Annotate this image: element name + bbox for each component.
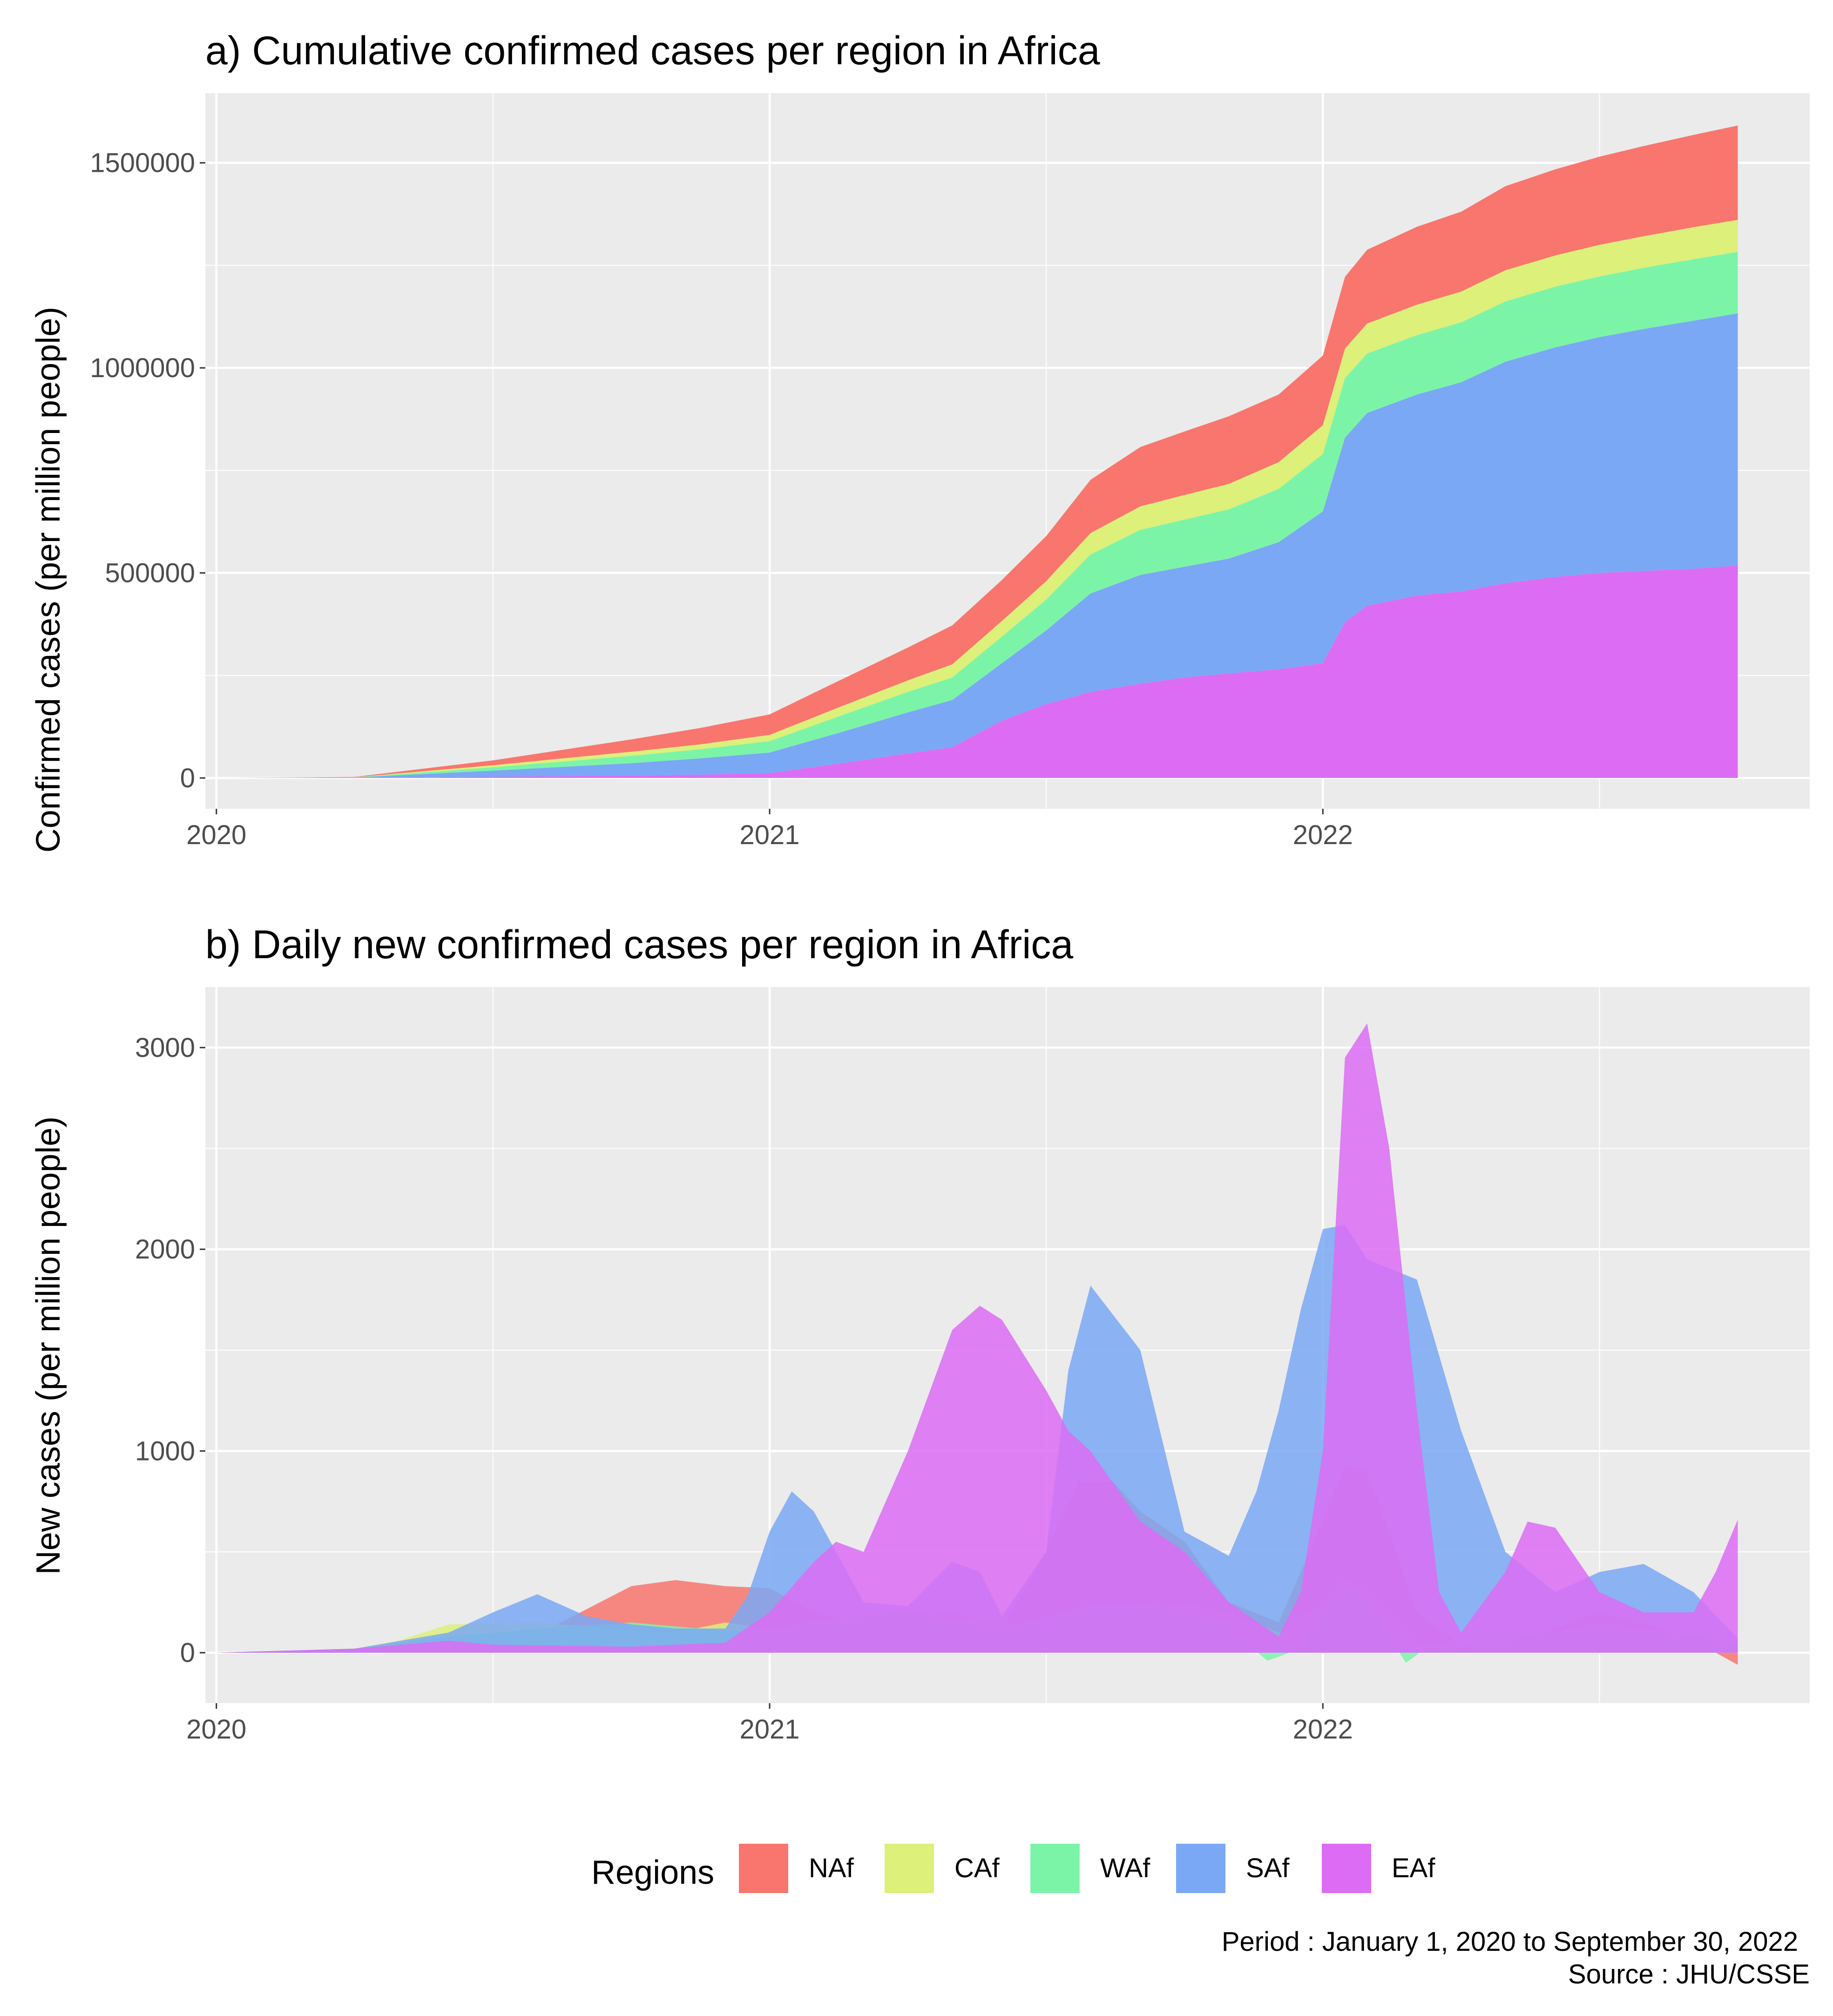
area-caf: [216, 220, 1738, 778]
y-tick-label: 0: [180, 763, 195, 793]
panel-cumulative: a) Cumulative confirmed cases per region…: [30, 28, 1810, 852]
panel-b-y-tick-labels: 0 1000 2000 3000: [135, 1033, 205, 1668]
legend-swatch-caf: [883, 1842, 936, 1895]
legend-label-caf: CAf: [954, 1853, 1000, 1883]
panel-b-title: b) Daily new confirmed cases per region …: [205, 922, 1073, 967]
legend-item-eaf: EAf: [1320, 1842, 1435, 1895]
panel-a-y-tick-labels: 0 500000 1000000 1500000: [90, 148, 205, 793]
area-eaf: [216, 565, 1738, 778]
legend-item-caf: CAf: [883, 1842, 1000, 1895]
legend-item-naf: NAf: [737, 1842, 854, 1895]
legend-swatch-naf: [737, 1842, 790, 1895]
area-naf: [216, 125, 1738, 778]
area-saf: [216, 313, 1738, 778]
x-tick-label: 2021: [740, 1714, 800, 1745]
y-tick-label: 3000: [135, 1033, 195, 1063]
caption-period: Period : January 1, 2020 to September 30…: [1222, 1927, 1798, 1957]
y-tick-label: 0: [180, 1638, 195, 1668]
legend-title: Regions: [591, 1854, 714, 1891]
legend-item-waf: WAf: [1028, 1842, 1150, 1895]
legend-label-eaf: EAf: [1392, 1853, 1435, 1883]
legend-swatch-saf: [1174, 1842, 1227, 1895]
x-tick-label: 2020: [186, 1714, 246, 1745]
legend-swatch-waf: [1028, 1842, 1082, 1895]
y-tick-label: 1500000: [90, 148, 195, 178]
y-tick-label: 2000: [135, 1234, 195, 1265]
caption-source: Source : JHU/CSSE: [1568, 1959, 1810, 1989]
y-tick-label: 1000: [135, 1436, 195, 1466]
legend-label-waf: WAf: [1100, 1853, 1150, 1883]
x-tick-label: 2020: [186, 820, 246, 850]
legend: Regions NAf CAf WAf SAf EAf: [591, 1842, 1435, 1895]
y-tick-label: 1000000: [90, 353, 195, 383]
area-eaf: [216, 1023, 1738, 1653]
panel-a-areas: [216, 125, 1738, 778]
panel-b-y-axis-label: New cases (per million people): [30, 1116, 67, 1575]
y-tick-label: 500000: [105, 558, 195, 589]
panel-b-areas: [216, 1023, 1738, 1665]
legend-label-naf: NAf: [809, 1853, 854, 1883]
area-waf: [216, 251, 1738, 778]
x-tick-label: 2022: [1293, 820, 1353, 850]
panel-b-x-tick-labels: 2020 2021 2022: [186, 1703, 1353, 1745]
panel-a-x-tick-labels: 2020 2021 2022: [186, 809, 1353, 850]
panel-a-title: a) Cumulative confirmed cases per region…: [205, 28, 1100, 73]
panel-daily: b) Daily new confirmed cases per region …: [30, 922, 1810, 1745]
x-tick-label: 2021: [740, 820, 800, 850]
legend-item-saf: SAf: [1174, 1842, 1290, 1895]
legend-label-saf: SAf: [1246, 1853, 1290, 1883]
panel-a-y-axis-label: Confirmed cases (per million people): [30, 307, 67, 853]
legend-swatch-eaf: [1320, 1842, 1373, 1895]
x-tick-label: 2022: [1293, 1714, 1353, 1745]
